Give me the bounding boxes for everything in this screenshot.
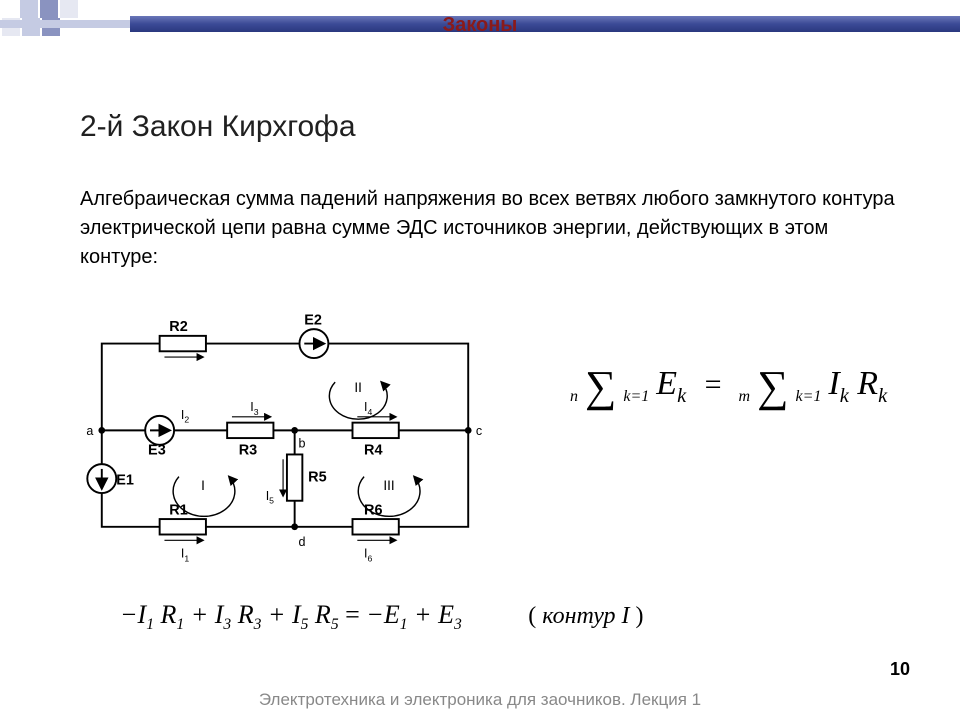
svg-text:I5: I5 [266,489,274,506]
section-header: Законы [0,14,960,37]
svg-text:E1: E1 [116,472,134,488]
sum1-lower: k=1 [623,388,649,405]
law-definition: Алгебраическая сумма падений напряжения … [80,185,900,272]
sum1-body: E [656,365,677,402]
loop-equation: −I1 R1 + I3 R3 + I5 R5 = −E1 + E3 ( конт… [120,600,920,634]
svg-text:c: c [476,424,482,438]
svg-text:I3: I3 [250,400,258,417]
kirchhoff-formula: n ∑ k=1 Ek = m ∑ k=1 Ik Rk [570,365,930,408]
equals-sign: = [705,368,722,401]
svg-text:a: a [86,424,93,438]
sum2-b1: I [828,365,839,402]
sum1-upper: n [570,388,578,405]
svg-text:d: d [299,535,306,549]
sum2-upper: m [739,388,751,405]
svg-text:I6: I6 [364,547,372,564]
svg-text:R5: R5 [308,469,326,485]
svg-text:I: I [201,478,205,493]
svg-text:I4: I4 [364,400,372,417]
page-number: 10 [890,659,910,680]
sum2-s2: k [878,385,887,407]
svg-text:III: III [383,478,394,493]
footer-text: Электротехника и электроника для заочник… [0,690,960,710]
sum2-s1: k [840,385,849,407]
svg-text:R2: R2 [169,319,187,335]
slide-title: 2-й Закон Кирхгофа [80,110,356,144]
svg-text:I2: I2 [181,408,189,425]
svg-text:II: II [354,380,362,395]
circuit-diagram: R2 R3 R4 R1 R6 R5 E2 E3 E1 a b c d [70,305,500,575]
svg-text:b: b [299,437,306,451]
loop-label: контур I [542,603,629,629]
sum2-lower: k=1 [795,388,821,405]
sum1-sub: k [677,385,686,407]
svg-text:I1: I1 [181,547,189,564]
svg-text:E2: E2 [304,312,322,328]
svg-text:R4: R4 [364,442,382,458]
sum2-b2: R [857,365,878,402]
svg-text:R3: R3 [239,442,257,458]
svg-text:E3: E3 [148,442,166,458]
